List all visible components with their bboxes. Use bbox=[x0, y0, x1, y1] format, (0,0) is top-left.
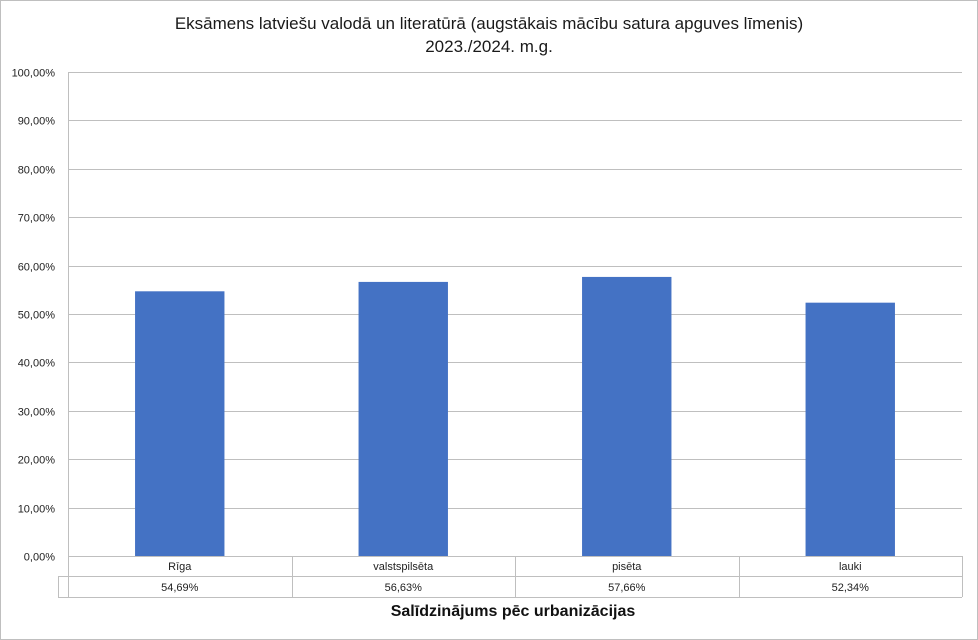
y-tick-label: 20,00% bbox=[18, 455, 56, 467]
bar bbox=[358, 281, 448, 556]
y-tick-label: 60,00% bbox=[18, 262, 56, 274]
bar bbox=[582, 276, 672, 556]
data-table: Rīga 54,69% valstspilsēta 56,63% pisēta 57,66… bbox=[58, 556, 963, 598]
bar bbox=[135, 291, 225, 556]
x-axis-title: Salīdzinājums pēc urbanizācijas bbox=[391, 603, 636, 620]
value-label: 52,34% bbox=[832, 582, 870, 594]
y-axis-ticks: 0,00% 10,00% 20,00% 30,00% 40,00% 50,00% 60,00… bbox=[12, 68, 56, 564]
y-tick-label: 80,00% bbox=[18, 165, 56, 177]
bars bbox=[135, 276, 895, 556]
chart-title: Eksāmens latviešu valodā un literatūrā (… bbox=[175, 14, 803, 33]
y-tick-label: 30,00% bbox=[18, 407, 56, 419]
category-label: valstspilsēta bbox=[373, 561, 434, 573]
category-label: lauki bbox=[839, 561, 862, 573]
category-label: Rīga bbox=[168, 561, 192, 573]
bar bbox=[805, 302, 895, 556]
value-label: 57,66% bbox=[608, 582, 646, 594]
y-tick-label: 10,00% bbox=[18, 504, 56, 516]
y-tick-label: 0,00% bbox=[24, 552, 55, 564]
y-tick-label: 70,00% bbox=[18, 213, 56, 225]
value-label: 54,69% bbox=[161, 582, 199, 594]
chart-subtitle: 2023./2024. m.g. bbox=[425, 37, 553, 56]
y-tick-label: 40,00% bbox=[18, 358, 56, 370]
y-tick-label: 100,00% bbox=[12, 68, 56, 80]
value-label: 56,63% bbox=[385, 582, 423, 594]
y-tick-label: 50,00% bbox=[18, 310, 56, 322]
y-tick-label: 90,00% bbox=[18, 116, 56, 128]
category-label: pisēta bbox=[612, 561, 642, 573]
